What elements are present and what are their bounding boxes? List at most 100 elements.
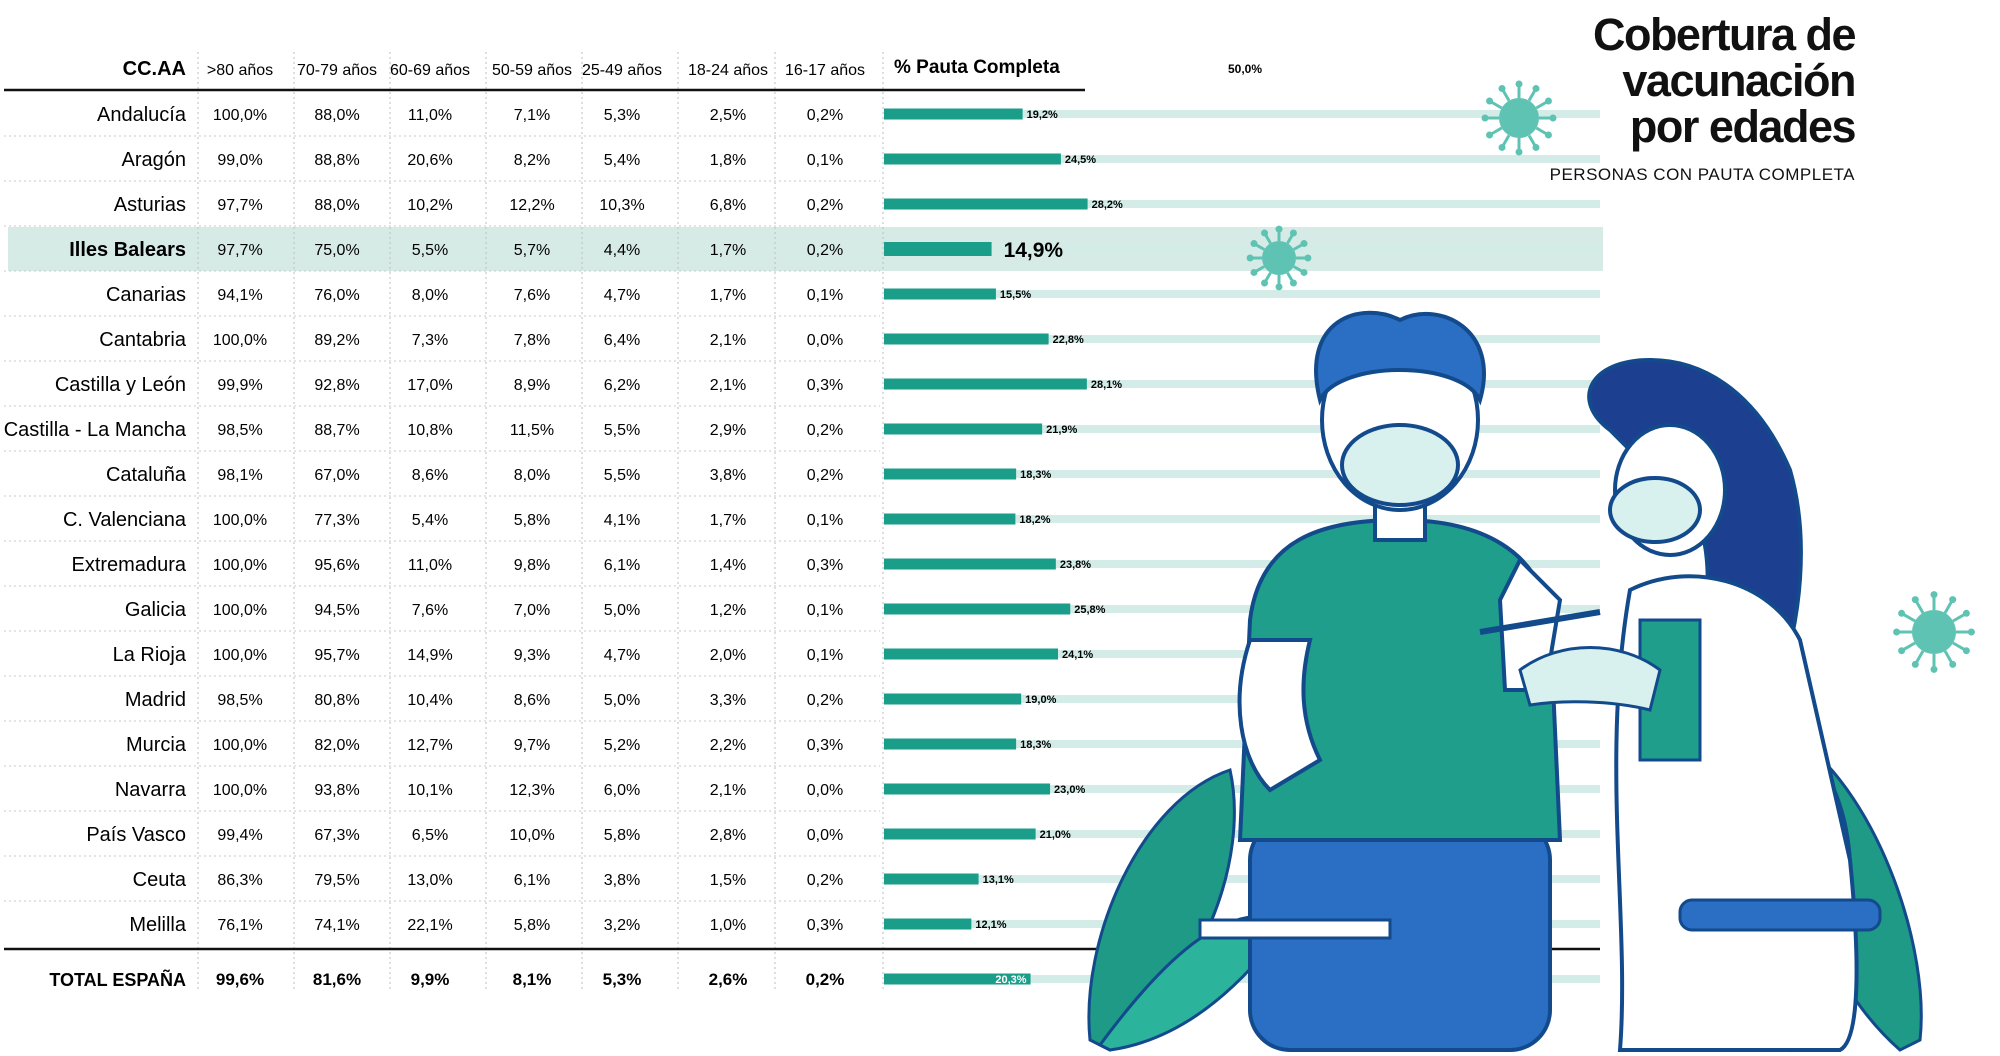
cell-value: 79,5% (314, 872, 359, 889)
cell-value: 100,0% (213, 647, 267, 664)
column-header: 16-17 años (785, 62, 865, 79)
cell-value: 86,3% (217, 872, 262, 889)
cell-value: 98,1% (217, 467, 262, 484)
pauta-label: 12,1% (975, 919, 1006, 931)
title-line: Cobertura de (1592, 9, 1857, 60)
pauta-label: 14,9% (1004, 239, 1064, 262)
cell-value: 8,9% (514, 377, 550, 394)
virus-icon (1246, 225, 1312, 291)
bar-track (884, 245, 1600, 253)
pauta-label: 24,5% (1065, 154, 1096, 166)
cell-value: 0,3% (807, 377, 843, 394)
pauta-label: 15,5% (1000, 289, 1031, 301)
cell-value: 5,2% (604, 737, 640, 754)
cell-value: 1,7% (710, 512, 746, 529)
region-label: Canarias (106, 284, 186, 306)
region-label: Madrid (125, 689, 186, 711)
cell-value: 76,1% (217, 917, 262, 934)
cell-value: 2,1% (710, 782, 746, 799)
cell-value: 0,2% (807, 872, 843, 889)
bar-track (884, 110, 1600, 118)
pauta-bar (884, 288, 996, 300)
pauta-label: 23,8% (1060, 559, 1091, 571)
cell-value: 2,1% (710, 332, 746, 349)
bar-track (884, 380, 1600, 388)
cell-value: 12,3% (509, 782, 554, 799)
cell-value: 9,7% (514, 737, 550, 754)
column-header: 70-79 años (297, 62, 377, 79)
cell-value: 92,8% (314, 377, 359, 394)
region-label: Cataluña (106, 464, 187, 486)
pauta-bar (884, 693, 1022, 705)
cell-value: 10,8% (407, 422, 452, 439)
cell-value: 100,0% (213, 512, 267, 529)
cell-value: 3,2% (604, 917, 640, 934)
region-label: Melilla (129, 914, 187, 936)
cell-value: 97,7% (217, 242, 262, 259)
cell-value: 3,8% (604, 872, 640, 889)
region-label: Galicia (125, 599, 187, 621)
cell-value: 1,2% (710, 602, 746, 619)
cell-value: 10,2% (407, 197, 452, 214)
cell-value: 100,0% (213, 557, 267, 574)
pauta-bar (884, 468, 1017, 480)
pauta-label: 25,8% (1074, 604, 1105, 616)
cell-value: 4,7% (604, 647, 640, 664)
region-label: Navarra (115, 779, 187, 801)
cell-value: 5,8% (514, 917, 550, 934)
cell-value: 20,6% (407, 152, 452, 169)
cell-value: 77,3% (314, 512, 359, 529)
cell-value: 3,3% (710, 692, 746, 709)
bar-track (884, 425, 1600, 433)
region-label: Andalucía (97, 104, 187, 126)
cell-value: 6,1% (514, 872, 550, 889)
cell-value: 97,7% (217, 197, 262, 214)
scale-label: 50,0% (1228, 62, 1262, 76)
cell-value: 1,7% (710, 287, 746, 304)
cell-value: 6,4% (604, 332, 640, 349)
pauta-bar (884, 648, 1059, 660)
pauta-bar (884, 973, 1031, 985)
cell-value: 2,8% (710, 827, 746, 844)
bar-track (884, 740, 1600, 748)
cell-value: 5,4% (412, 512, 448, 529)
cell-value: 13,0% (407, 872, 452, 889)
cell-value: 8,6% (514, 692, 550, 709)
chair-seat (1678, 898, 1882, 932)
bar-track (884, 515, 1600, 523)
cell-value: 10,1% (407, 782, 452, 799)
region-label: Murcia (126, 734, 187, 756)
cell-value: 0,1% (807, 647, 843, 664)
cell-value: 9,3% (514, 647, 550, 664)
cell-value: 9,9% (411, 970, 450, 989)
cell-value: 99,9% (217, 377, 262, 394)
pauta-label: 21,9% (1046, 424, 1077, 436)
nurse-mask (1608, 476, 1702, 544)
cell-value: 88,8% (314, 152, 359, 169)
pauta-label: 21,0% (1040, 829, 1071, 841)
cell-value: 10,3% (599, 197, 644, 214)
cell-value: 88,0% (314, 197, 359, 214)
pauta-bar (884, 828, 1036, 840)
pauta-bar (884, 153, 1061, 165)
cell-value: 100,0% (213, 107, 267, 124)
cell-value: 0,0% (807, 782, 843, 799)
cell-value: 2,1% (710, 377, 746, 394)
cell-value: 2,9% (710, 422, 746, 439)
cell-value: 10,0% (509, 827, 554, 844)
cell-value: 5,3% (604, 107, 640, 124)
cell-value: 7,6% (412, 602, 448, 619)
cell-value: 5,0% (604, 692, 640, 709)
column-header: 60-69 años (390, 62, 470, 79)
patient-arm (1237, 638, 1323, 793)
bar-track (884, 650, 1600, 658)
cell-value: 5,0% (604, 602, 640, 619)
cell-value: 82,0% (314, 737, 359, 754)
cell-value: 1,5% (710, 872, 746, 889)
cell-value: 5,4% (604, 152, 640, 169)
cell-value: 89,2% (314, 332, 359, 349)
patient-hair (1314, 310, 1486, 406)
cell-value: 0,2% (807, 692, 843, 709)
syringe (1479, 609, 1601, 635)
pauta-bar (884, 378, 1087, 390)
